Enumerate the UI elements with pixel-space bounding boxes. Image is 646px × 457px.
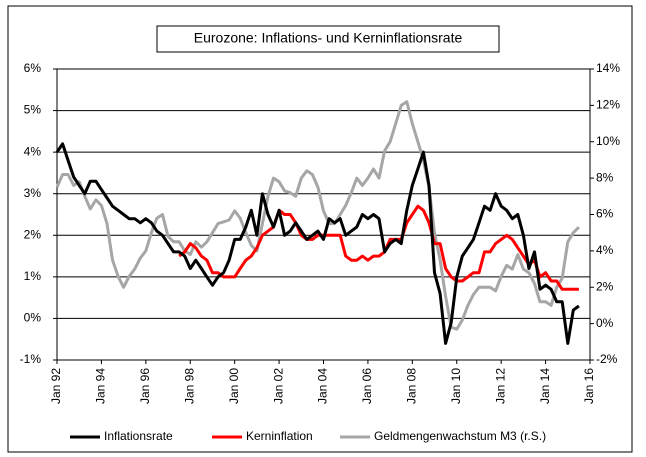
title-box xyxy=(156,25,500,53)
x-tick-label: Jan 92 xyxy=(49,368,63,404)
x-tick-label: Jan 98 xyxy=(182,368,196,404)
x-tick-label: Jan 14 xyxy=(538,368,552,404)
y-tick-label: 6% xyxy=(24,61,42,75)
y2-tick-label: 8% xyxy=(596,170,614,184)
x-tick-label: Jan 10 xyxy=(449,368,463,404)
y2-tick-label: -2% xyxy=(596,352,618,366)
x-tick-label: Jan 02 xyxy=(271,368,285,404)
x-tick-label: Jan 16 xyxy=(582,368,596,404)
y2-tick-label: 2% xyxy=(596,279,614,293)
y-tick-label: 1% xyxy=(24,269,42,283)
series-line xyxy=(178,204,579,291)
chart-title: Eurozone: Inflations- und Kerninflations… xyxy=(194,30,463,46)
y2-tick-label: 14% xyxy=(596,61,620,75)
y-tick-label: 0% xyxy=(24,311,42,325)
y-tick-label: 4% xyxy=(24,144,42,158)
legend-label: Kerninflation xyxy=(246,429,313,443)
y2-tick-label: 4% xyxy=(596,243,614,257)
y-tick-label: 2% xyxy=(24,227,42,241)
legend-label: Geldmengenwachstum M3 (r.S.) xyxy=(374,429,546,443)
x-tick-label: Jan 94 xyxy=(94,368,108,404)
x-tick-label: Jan 96 xyxy=(138,368,152,404)
x-tick-label: Jan 06 xyxy=(360,368,374,404)
x-tick-label: Jan 00 xyxy=(227,368,241,404)
y2-tick-label: 6% xyxy=(596,207,614,221)
x-tick-label: Jan 04 xyxy=(316,368,330,404)
x-tick-label: Jan 12 xyxy=(493,368,507,404)
y2-tick-label: 0% xyxy=(596,316,614,330)
x-tick-label: Jan 08 xyxy=(405,368,419,404)
y-tick-label: -1% xyxy=(20,352,42,366)
y2-tick-label: 12% xyxy=(596,98,620,112)
y-tick-label: 3% xyxy=(24,186,42,200)
legend-label: Inflationsrate xyxy=(104,429,173,443)
series-line xyxy=(55,100,580,331)
series-line xyxy=(55,142,580,345)
y-tick-label: 5% xyxy=(24,103,42,117)
y2-tick-label: 10% xyxy=(596,134,620,148)
